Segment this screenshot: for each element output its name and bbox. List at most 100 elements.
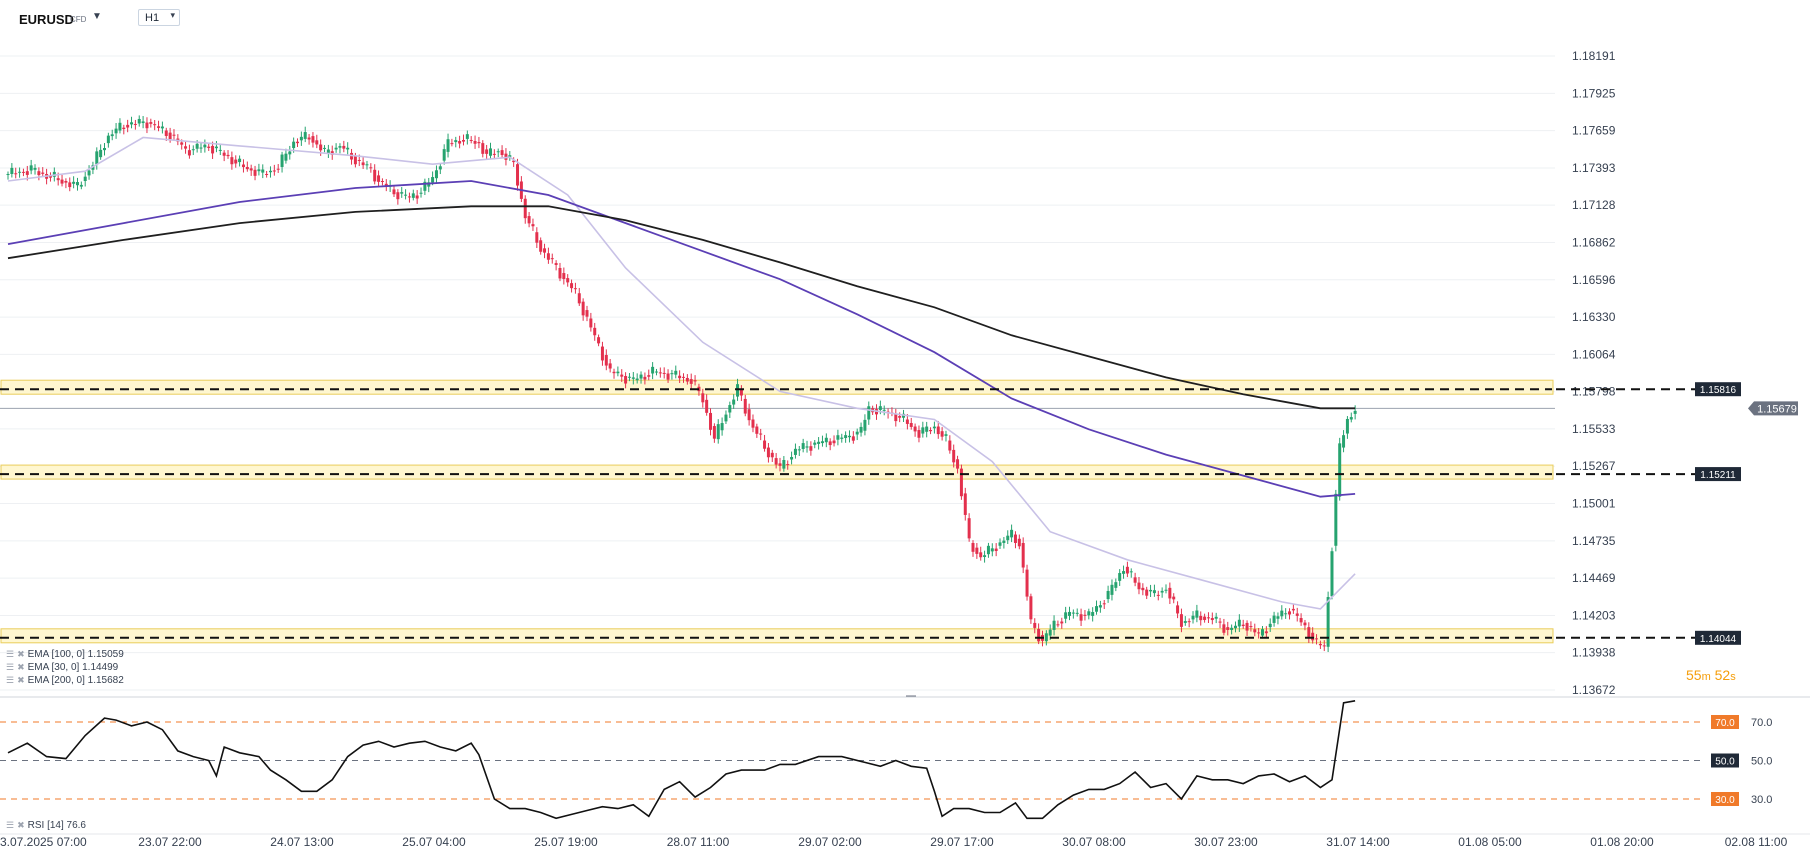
y-axis-tick-label: 1.16596 [1572, 273, 1616, 287]
candle-body [489, 148, 492, 156]
candle-body [431, 177, 435, 183]
candle-body [230, 157, 234, 165]
candle-body [276, 168, 280, 170]
settings-icon[interactable]: ☰ [6, 649, 15, 659]
candle-body [882, 409, 886, 411]
candle-body [203, 144, 207, 148]
candle-body [465, 134, 469, 139]
candle-body [195, 143, 199, 149]
candle-body [1203, 616, 1207, 620]
close-icon[interactable]: ✖ [17, 675, 25, 685]
candle-body [1230, 627, 1234, 630]
candle-body [959, 468, 963, 497]
ema100-line [7, 180, 1356, 498]
y-axis-tick-label: 1.17925 [1572, 86, 1616, 100]
candle-body [469, 139, 473, 141]
rsi-axis-label: 70.0 [1751, 717, 1772, 729]
candle-body [894, 414, 898, 422]
price-chart[interactable]: 1.18191 1.17925 1.17659 1.17393 1.17128 1.168… [0, 38, 1810, 860]
candle-body [531, 224, 535, 227]
candle-body [110, 134, 114, 137]
symbol-name[interactable]: EURUSD [19, 12, 74, 27]
candle-body [118, 122, 122, 131]
x-axis-tick-label: 24.07 13:00 [270, 835, 334, 849]
candle-body [851, 436, 855, 441]
legend-ema30[interactable]: ☰ ✖ EMA [30, 0] 1.14499 [6, 662, 118, 673]
candle-body [122, 127, 126, 130]
candle-body [18, 171, 22, 173]
candle-body [1029, 596, 1033, 620]
candle-body [543, 248, 547, 253]
candle-body [1284, 613, 1288, 615]
close-icon[interactable]: ✖ [17, 820, 25, 830]
candle-body [705, 399, 709, 413]
level-zone [0, 464, 1554, 480]
candle-body [458, 141, 462, 144]
symbol-dropdown-caret-icon[interactable]: ▼ [92, 11, 102, 22]
candle-body [770, 452, 774, 458]
rsi-level-tag-label: 30.0 [1715, 795, 1735, 806]
settings-icon[interactable]: ☰ [6, 662, 15, 672]
y-axis-tick-label: 1.13938 [1572, 646, 1616, 660]
close-icon[interactable]: ✖ [17, 662, 25, 672]
candle-body [566, 278, 570, 283]
candle-body [434, 170, 438, 179]
legend-ema200[interactable]: ☰ ✖ EMA [200, 0] 1.15682 [6, 675, 124, 686]
candle-body [133, 123, 137, 125]
candle-body [1044, 633, 1048, 642]
current-price-tag [1748, 401, 1798, 416]
candle-body [411, 193, 415, 198]
candle-body [326, 149, 330, 153]
candle-body [377, 175, 381, 182]
candle-body [1091, 612, 1095, 616]
candle-body [68, 182, 72, 188]
candle-body [1322, 645, 1326, 647]
level-price-label: 1.15211 [1700, 470, 1736, 481]
legend-ema100[interactable]: ☰ ✖ EMA [100, 0] 1.15059 [6, 649, 124, 660]
close-icon[interactable]: ✖ [17, 649, 25, 659]
candle-body [1226, 627, 1230, 630]
ema200-line [7, 205, 1356, 410]
candle-body [1233, 625, 1237, 629]
candle-body [187, 150, 191, 156]
candle-body [782, 459, 786, 469]
candle-body [1261, 629, 1264, 636]
candle-body [303, 132, 307, 139]
candle-body [832, 440, 836, 444]
candle-body [647, 375, 651, 377]
settings-icon[interactable]: ☰ [6, 820, 15, 830]
candle-body [1280, 610, 1284, 617]
candle-body [415, 195, 419, 199]
rsi-line [7, 700, 1356, 820]
candle-body [342, 145, 346, 149]
candle-body [550, 258, 554, 260]
candle-body [755, 426, 759, 434]
candle-body [1206, 617, 1210, 619]
candle-body [373, 169, 377, 182]
candle-body [126, 124, 130, 128]
candle-body [222, 152, 226, 156]
candle-body [732, 399, 736, 405]
countdown-seconds: 52 [1714, 667, 1731, 683]
candle-body [1125, 566, 1129, 574]
candle-body [496, 151, 500, 153]
candle-body [612, 371, 616, 374]
candle-body [218, 149, 222, 151]
settings-icon[interactable]: ☰ [6, 675, 15, 685]
candle-body [1338, 443, 1342, 497]
legend-rsi[interactable]: ☰ ✖ RSI [14] 76.6 [6, 820, 86, 831]
candle-body [963, 493, 967, 515]
candle-body [1210, 618, 1214, 621]
candle-body [207, 146, 211, 148]
candle-body [535, 232, 539, 243]
timeframe-select[interactable]: H1 ▾ [138, 9, 180, 26]
candle-body [581, 301, 585, 316]
candle-body [1249, 626, 1253, 628]
candle-body [631, 377, 635, 379]
candle-body [103, 147, 106, 151]
candle-body [1156, 594, 1160, 596]
y-axis-tick-label: 1.17659 [1572, 124, 1616, 138]
candle-body [986, 545, 990, 555]
candle-body [442, 149, 446, 161]
candle-body [956, 459, 960, 469]
